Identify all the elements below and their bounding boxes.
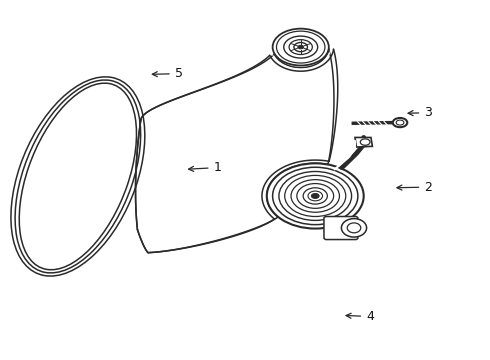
Text: 1: 1 [189,161,221,174]
Ellipse shape [279,171,352,220]
Text: 3: 3 [408,106,432,119]
Polygon shape [355,138,372,147]
Ellipse shape [19,83,137,270]
Ellipse shape [342,219,367,237]
Ellipse shape [11,77,145,276]
Ellipse shape [276,31,325,63]
Ellipse shape [297,184,334,208]
Ellipse shape [294,42,308,52]
Ellipse shape [291,180,340,212]
Ellipse shape [289,40,312,54]
Ellipse shape [303,188,327,204]
Text: 5: 5 [152,67,183,80]
Ellipse shape [396,120,404,125]
Ellipse shape [347,223,361,233]
Ellipse shape [285,175,346,216]
Ellipse shape [311,193,319,198]
Ellipse shape [272,167,358,225]
Ellipse shape [267,163,364,229]
Ellipse shape [308,191,322,201]
FancyBboxPatch shape [324,216,358,239]
Text: 2: 2 [397,181,432,194]
Text: 4: 4 [346,310,374,323]
Ellipse shape [393,118,407,127]
Ellipse shape [284,36,318,58]
Ellipse shape [272,29,329,66]
Ellipse shape [298,45,304,49]
Ellipse shape [15,80,141,273]
Ellipse shape [360,139,370,145]
